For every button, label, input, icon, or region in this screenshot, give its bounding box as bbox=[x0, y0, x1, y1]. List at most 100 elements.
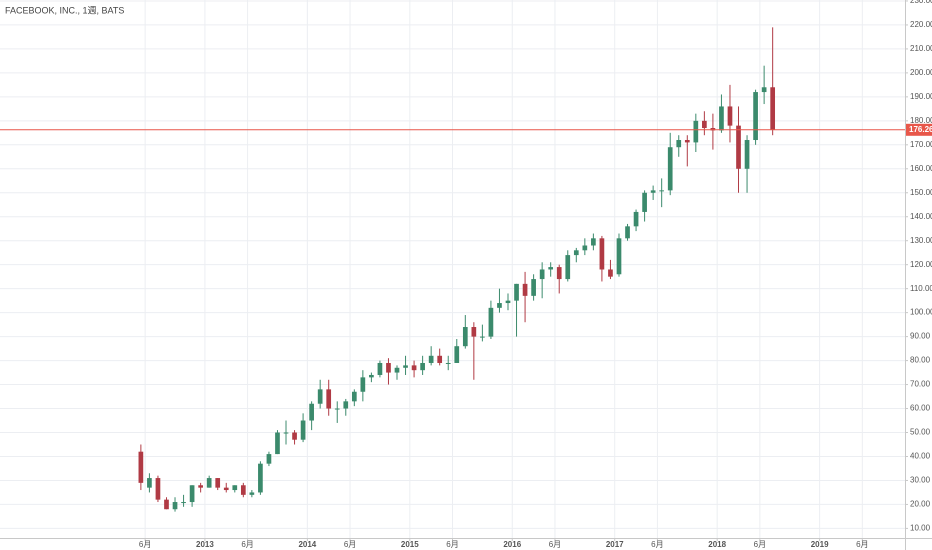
candle-body bbox=[394, 367, 400, 373]
candle-body bbox=[642, 192, 647, 212]
y-tick-label: 210.00 bbox=[910, 44, 932, 53]
candle-body bbox=[283, 432, 289, 434]
price-label: 176.26 bbox=[909, 125, 932, 134]
y-tick-label: 120.00 bbox=[910, 260, 932, 269]
x-tick-label: 2013 bbox=[196, 540, 214, 549]
candle-body bbox=[454, 346, 460, 363]
candle-body bbox=[309, 403, 314, 421]
candle-body bbox=[736, 125, 741, 169]
candle-body bbox=[275, 432, 280, 455]
candle-body bbox=[548, 267, 554, 270]
y-tick-label: 180.00 bbox=[910, 116, 932, 125]
candle-body bbox=[684, 140, 690, 143]
x-tick-label: 2018 bbox=[708, 540, 726, 549]
candle-body bbox=[437, 355, 443, 363]
candle-body bbox=[164, 499, 169, 510]
candle-body bbox=[608, 269, 613, 277]
candles bbox=[138, 27, 776, 512]
y-tick-label: 190.00 bbox=[910, 92, 932, 101]
candle-body bbox=[300, 420, 306, 440]
candle-body bbox=[522, 283, 528, 296]
x-tick-label: 6月 bbox=[754, 540, 766, 549]
x-tick-label: 6月 bbox=[651, 540, 663, 549]
candle-body bbox=[770, 87, 776, 130]
y-tick-label: 160.00 bbox=[910, 164, 932, 173]
candle-body bbox=[539, 269, 545, 280]
y-tick-label: 200.00 bbox=[910, 68, 932, 77]
candle-body bbox=[719, 106, 724, 131]
x-tick-label: 2017 bbox=[606, 540, 624, 549]
y-tick-label: 170.00 bbox=[910, 140, 932, 149]
x-tick-label: 2016 bbox=[503, 540, 521, 549]
y-tick-label: 100.00 bbox=[910, 308, 932, 317]
x-tick-label: 6月 bbox=[139, 540, 151, 549]
y-tick-label: 80.00 bbox=[910, 356, 931, 365]
x-tick-label: 6月 bbox=[344, 540, 356, 549]
x-tick-label: 6月 bbox=[446, 540, 458, 549]
chart-title: FACEBOOK, INC., 1週, BATS bbox=[5, 5, 124, 15]
candle-body bbox=[292, 432, 297, 440]
candle-body bbox=[181, 502, 186, 504]
y-tick-label: 150.00 bbox=[910, 188, 932, 197]
candle-body bbox=[599, 238, 605, 270]
candle-body bbox=[360, 377, 366, 392]
candle-body bbox=[403, 365, 408, 368]
candle-body bbox=[240, 485, 246, 495]
x-tick-label: 2014 bbox=[298, 540, 316, 549]
candle-body bbox=[659, 190, 665, 192]
y-tick-label: 10.00 bbox=[910, 524, 931, 533]
candle-body bbox=[556, 267, 562, 280]
candle-body bbox=[172, 502, 178, 510]
y-tick-label: 130.00 bbox=[910, 236, 932, 245]
candle-body bbox=[693, 120, 699, 143]
candle-body bbox=[727, 106, 733, 126]
candle-body bbox=[582, 245, 588, 251]
y-tick-label: 110.00 bbox=[910, 284, 932, 293]
x-tick-label: 6月 bbox=[549, 540, 561, 549]
y-tick-label: 40.00 bbox=[910, 452, 931, 461]
candle-body bbox=[488, 307, 494, 337]
candle-body bbox=[616, 238, 622, 275]
candle-body bbox=[369, 374, 374, 378]
y-tick-label: 220.00 bbox=[910, 20, 932, 29]
candle-body bbox=[625, 226, 630, 239]
y-tick-label: 140.00 bbox=[910, 212, 932, 221]
candle-body bbox=[317, 389, 323, 404]
candle-body bbox=[497, 303, 502, 308]
candle-body bbox=[702, 120, 707, 129]
candle-body bbox=[445, 362, 451, 364]
y-tick-label: 60.00 bbox=[910, 404, 931, 413]
candle-body bbox=[326, 389, 332, 409]
candle-body bbox=[744, 140, 750, 169]
y-tick-label: 30.00 bbox=[910, 476, 931, 485]
candle-body bbox=[761, 87, 767, 93]
candle-body bbox=[343, 401, 349, 409]
candle-body bbox=[514, 283, 519, 301]
candle-body bbox=[428, 355, 434, 363]
candle-body bbox=[147, 478, 152, 488]
candle-body bbox=[753, 92, 758, 141]
candle-body bbox=[155, 478, 161, 500]
y-tick-label: 50.00 bbox=[910, 428, 931, 437]
candle-body bbox=[676, 140, 682, 148]
candle-body bbox=[420, 362, 425, 371]
x-tick-label: 6月 bbox=[856, 540, 868, 549]
candle-body bbox=[565, 255, 571, 280]
candle-body bbox=[633, 211, 639, 227]
y-tick-label: 70.00 bbox=[910, 380, 931, 389]
price-label-box bbox=[906, 123, 932, 136]
candle-body bbox=[232, 485, 238, 491]
y-tick-label: 90.00 bbox=[910, 332, 931, 341]
candle-body bbox=[710, 128, 716, 131]
candle-body bbox=[462, 327, 468, 347]
candle-body bbox=[667, 147, 673, 191]
candle-body bbox=[650, 190, 656, 193]
candle-body bbox=[573, 250, 579, 256]
candle-body bbox=[258, 463, 263, 493]
candle-body bbox=[198, 485, 203, 488]
candle-body bbox=[591, 238, 596, 246]
x-tick-label: 6月 bbox=[241, 540, 253, 549]
candle-body bbox=[411, 365, 417, 371]
